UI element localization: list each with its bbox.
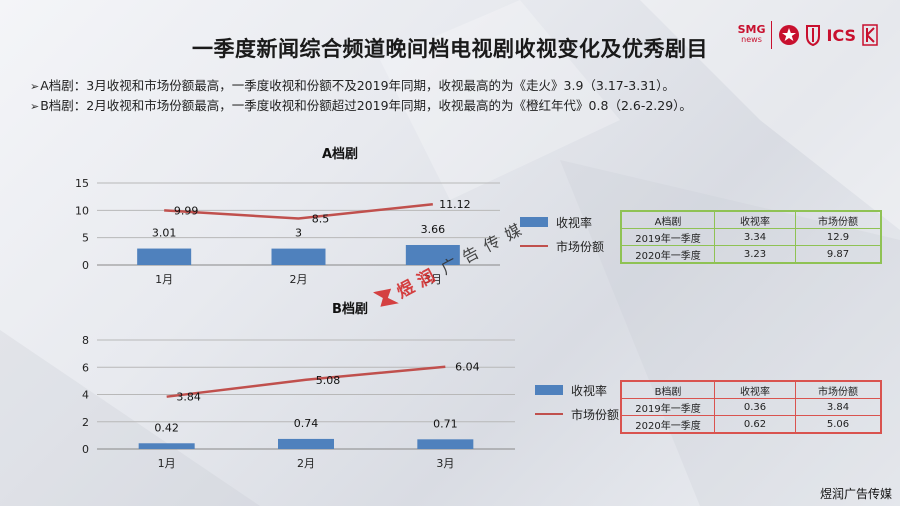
logo-group: SMG news ICS	[738, 14, 878, 56]
summary-bullets: ➢A档剧：3月收视和市场份额最高，一季度收视和份额不及2019年同期，收视最高的…	[30, 76, 880, 116]
star-logo-icon	[779, 25, 800, 45]
ics-logo: ICS	[826, 25, 856, 45]
legend-line-label: 市场份额	[571, 407, 620, 422]
chart-a-x-tick-label: 2月	[290, 273, 308, 286]
chart-a-bar-label: 3	[295, 227, 302, 240]
chart-b-x-tick-label: 1月	[158, 457, 176, 470]
k-logo-icon	[862, 24, 878, 46]
table-header-cell: B档剧	[620, 380, 715, 399]
chart-a-y-tick-label: 5	[82, 232, 89, 245]
table-header-cell: 市场份额	[795, 380, 882, 399]
chart-a-bar	[405, 244, 460, 265]
chart-b-x-tick-label: 2月	[297, 457, 315, 470]
legend-bar-swatch	[535, 385, 563, 395]
table-row: 2019年一季度 0.36 3.84	[620, 398, 882, 416]
legend-bar-label: 收视率	[556, 215, 593, 230]
legend-line-label: 市场份额	[556, 239, 605, 254]
chart-b-y-tick-label: 4	[82, 389, 89, 402]
chart-a-bar-label: 3.66	[421, 223, 446, 236]
chart-a-line-series	[164, 202, 433, 220]
chart-a-bar	[137, 248, 192, 265]
chart-a-bar	[271, 248, 326, 265]
table-cell: 3.84	[795, 398, 882, 416]
shield-logo-icon	[806, 25, 821, 46]
chart-b-bar-label: 0.71	[433, 417, 458, 430]
chart-b-bar	[417, 439, 474, 449]
arrow-bullet-icon: ➢	[30, 100, 40, 113]
chart-b-line-label: 3.84	[176, 391, 201, 404]
chart-a-line-label: 11.12	[439, 198, 471, 211]
chart-a-legend: 收视率 市场份额	[520, 210, 604, 258]
chart-b-line-label: 5.08	[316, 374, 341, 387]
table-cell: 2020年一季度	[620, 245, 715, 264]
chart-b-bar-label: 0.42	[154, 421, 179, 434]
chart-b-y-tick-label: 8	[82, 334, 89, 347]
table-row: 2019年一季度 3.34 12.9	[620, 228, 882, 246]
chart-a-line-label: 8.5	[312, 213, 330, 226]
table-cell: 2019年一季度	[620, 228, 715, 246]
table-header-row: B档剧 收视率 市场份额	[620, 380, 882, 399]
chart-a-bar-label: 3.01	[152, 227, 177, 240]
table-row: 2020年一季度 0.62 5.06	[620, 415, 882, 434]
chart-b-line-series	[166, 365, 446, 398]
table-header-cell: 市场份额	[795, 210, 882, 229]
table-b: B档剧 收视率 市场份额 2019年一季度 0.36 3.84 2020年一季度…	[620, 380, 882, 434]
legend-line-swatch	[520, 245, 548, 247]
table-row: 2020年一季度 3.23 9.87	[620, 245, 882, 264]
chart-b-legend: 收视率 市场份额	[535, 378, 619, 426]
chart-b-bar	[138, 443, 195, 449]
table-a: A档剧 收视率 市场份额 2019年一季度 3.34 12.9 2020年一季度…	[620, 210, 882, 264]
chart-a-y-tick-label: 0	[82, 259, 89, 272]
legend-line-swatch	[535, 413, 563, 415]
legend-bar-label: 收视率	[571, 383, 608, 398]
table-cell: 2020年一季度	[620, 415, 715, 434]
table-header-cell: A档剧	[620, 210, 715, 229]
chart-b-line-label: 6.04	[455, 361, 480, 374]
chart-a-x-tick-label: 1月	[155, 273, 173, 286]
table-cell: 5.06	[795, 415, 882, 434]
chart-a-title: A档剧	[322, 146, 358, 162]
chart-a-x-tick-label: 3月	[424, 273, 442, 286]
chart-b-bar	[278, 438, 334, 449]
bullet-item: ➢A档剧：3月收视和市场份额最高，一季度收视和份额不及2019年同期，收视最高的…	[30, 78, 675, 93]
chart-b-title: B档剧	[332, 301, 368, 317]
table-header-cell: 收视率	[714, 380, 796, 399]
chart-b-y-tick-label: 2	[82, 416, 89, 429]
logo-divider	[771, 21, 773, 49]
arrow-bullet-icon: ➢	[30, 80, 40, 93]
table-cell: 9.87	[795, 245, 882, 264]
chart-b-y-tick-label: 0	[82, 443, 89, 456]
table-cell: 3.34	[714, 228, 796, 246]
table-cell: 0.62	[714, 415, 796, 434]
chart-a-y-tick-label: 15	[75, 177, 89, 190]
page-title: 一季度新闻综合频道晚间档电视剧收视变化及优秀剧目	[192, 37, 708, 61]
corner-watermark: 煜润广告传媒	[819, 487, 892, 501]
table-cell: 2019年一季度	[620, 398, 715, 416]
chart-b-bar-label: 0.74	[294, 417, 319, 430]
chart-a-line-label: 9.99	[174, 204, 199, 217]
legend-bar-swatch	[520, 217, 548, 227]
chart-b-y-tick-label: 6	[82, 361, 89, 374]
table-cell: 0.36	[714, 398, 796, 416]
table-cell: 3.23	[714, 245, 796, 264]
table-header-cell: 收视率	[714, 210, 796, 229]
chart-a-y-tick-label: 10	[75, 204, 89, 217]
table-header-row: A档剧 收视率 市场份额	[620, 210, 882, 229]
table-cell: 12.9	[795, 228, 882, 246]
smg-logo: SMG news	[737, 23, 766, 44]
chart-b-x-tick-label: 3月	[436, 457, 454, 470]
bullet-item: ➢B档剧：2月收视和市场份额最高，一季度收视和份额超过2019年同期，收视最高的…	[30, 98, 692, 113]
